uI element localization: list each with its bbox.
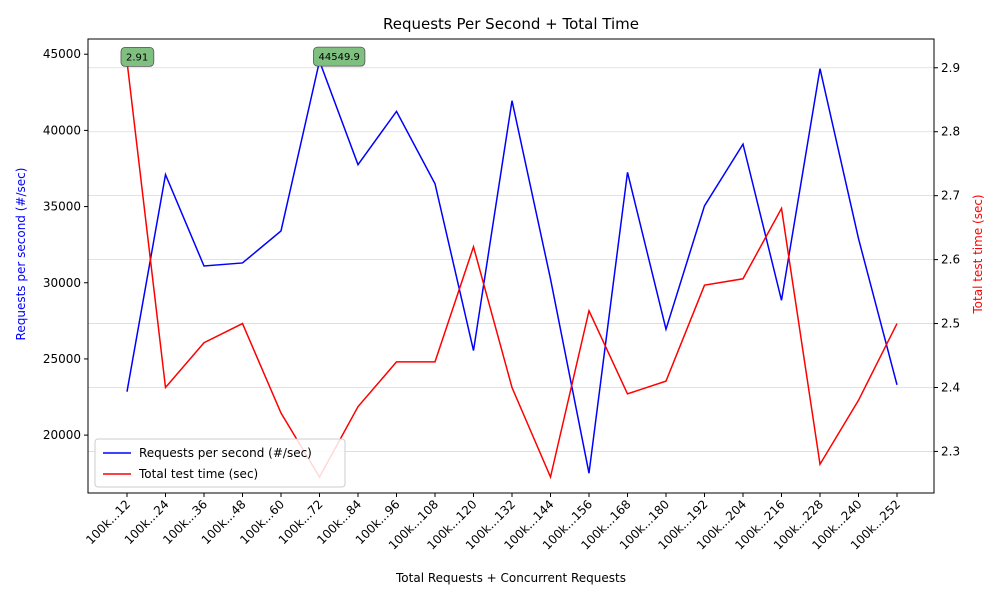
y-right-tick-label: 2.8 xyxy=(941,125,960,139)
chart-title: Requests Per Second + Total Time xyxy=(383,15,639,33)
y-right-tick-label: 2.5 xyxy=(941,317,960,331)
annotation-label: 2.91 xyxy=(126,52,148,63)
y-left-tick-label: 35000 xyxy=(43,200,81,214)
plot-frame xyxy=(87,38,935,494)
y-axis-left-label: Requests per second (#/sec) xyxy=(14,168,28,341)
y-right-tick-label: 2.9 xyxy=(941,61,960,75)
series-line xyxy=(126,58,898,474)
y-left-tick-label: 20000 xyxy=(43,428,81,442)
y-left-tick-label: 25000 xyxy=(43,352,81,366)
x-axis-label: Total Requests + Concurrent Requests xyxy=(395,571,626,585)
y-left-tick-label: 45000 xyxy=(43,47,81,61)
y-right-tick-label: 2.4 xyxy=(941,380,960,394)
series-line xyxy=(126,61,898,480)
plot-area: 2.91 44549.9 xyxy=(120,46,898,480)
legend-label: Requests per second (#/sec) xyxy=(139,446,312,460)
y-left-tick-label: 40000 xyxy=(43,123,81,137)
y-axis-right-label: Total test time (sec) xyxy=(971,194,985,314)
annotation-box xyxy=(120,46,155,67)
annotation-label: 44549.9 xyxy=(319,52,360,63)
y-right-tick-label: 2.7 xyxy=(941,189,960,203)
y-left-tick-label: 30000 xyxy=(43,276,81,290)
legend-box xyxy=(94,438,346,488)
legend-label: Total test time (sec) xyxy=(138,467,258,481)
legend: Requests per second (#/sec) Total test ti… xyxy=(94,438,346,488)
y-right-tick-label: 2.6 xyxy=(941,253,960,267)
annotation-box xyxy=(313,46,366,67)
y-right-tick-label: 2.3 xyxy=(941,444,960,458)
